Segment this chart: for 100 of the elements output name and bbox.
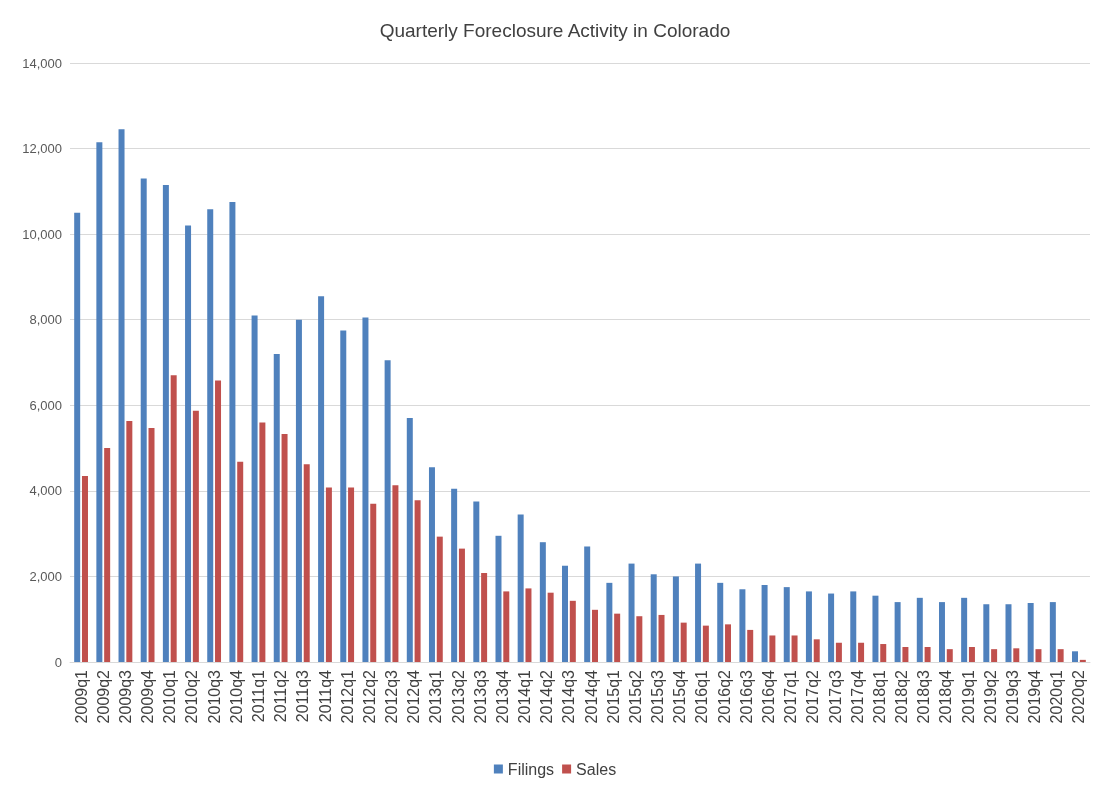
bar	[791, 635, 798, 662]
bar	[370, 503, 377, 662]
bar	[207, 209, 214, 662]
bar	[303, 464, 310, 662]
x-tick-label: 2010q4	[227, 669, 245, 724]
x-tick-label: 2009q4	[139, 669, 157, 724]
y-tick-label: 8,000	[29, 312, 62, 328]
bar	[747, 629, 754, 662]
bar	[983, 604, 990, 662]
bar	[525, 588, 532, 662]
bar	[828, 593, 835, 662]
bar	[805, 591, 812, 662]
bar	[636, 616, 643, 662]
x-tick-label: 2018q2	[893, 669, 911, 724]
bar	[237, 461, 244, 662]
bar	[539, 542, 546, 662]
bar	[614, 613, 621, 662]
bar	[769, 635, 776, 662]
x-tick-label: 2011q1	[249, 669, 267, 723]
bar	[916, 597, 923, 662]
bar	[406, 418, 413, 662]
bar	[628, 563, 635, 662]
bar	[1057, 649, 1064, 662]
bar	[658, 614, 665, 662]
bar	[547, 592, 554, 662]
x-tick-label: 2013q4	[493, 669, 511, 724]
x-tick-label: 2012q3	[383, 669, 401, 724]
bar	[96, 142, 103, 662]
x-tick-label: 2014q3	[560, 669, 578, 724]
bar	[362, 317, 369, 662]
x-tick-label: 2012q2	[360, 669, 378, 724]
bar	[118, 129, 125, 662]
x-tick-label: 2016q2	[715, 669, 733, 724]
bar	[924, 647, 931, 662]
x-tick-label: 2015q1	[604, 669, 622, 724]
x-tick-label: 2011q3	[294, 669, 312, 723]
x-tick-label: 2009q1	[72, 669, 90, 724]
bar	[451, 488, 458, 662]
x-tick-label: 2017q2	[804, 669, 822, 724]
bar	[858, 642, 865, 662]
x-tick-label: 2016q3	[737, 669, 755, 724]
x-tick-label: 2017q3	[826, 669, 844, 724]
x-tick-label: 2019q1	[959, 669, 977, 724]
chart-title: Quarterly Foreclosure Activity in Colorado	[379, 20, 731, 41]
bar	[946, 649, 953, 662]
bar	[894, 602, 901, 662]
x-tick-label: 2017q1	[782, 669, 800, 724]
bar	[702, 625, 709, 662]
bar	[1035, 649, 1042, 662]
bar	[185, 225, 192, 662]
bar	[81, 475, 88, 662]
bar	[517, 514, 524, 662]
y-tick-label: 6,000	[29, 397, 62, 413]
bar	[1027, 602, 1034, 662]
bar	[140, 178, 147, 662]
bar	[481, 573, 488, 662]
bar	[761, 584, 768, 662]
bar	[1013, 648, 1020, 662]
bar	[229, 202, 236, 662]
bar	[902, 647, 909, 662]
x-tick-label: 2012q4	[405, 669, 423, 724]
x-tick-label: 2013q1	[427, 669, 445, 724]
bar	[428, 467, 435, 662]
bar	[503, 591, 510, 662]
legend-label: Filings	[507, 760, 555, 778]
bar	[348, 487, 355, 662]
bar	[215, 380, 222, 662]
x-tick-label: 2017q4	[848, 669, 866, 724]
bar	[680, 622, 687, 662]
bar	[414, 500, 421, 662]
bar	[938, 602, 945, 662]
x-tick-label: 2014q2	[538, 669, 556, 724]
bar	[562, 565, 569, 662]
x-tick-label: 2009q3	[116, 669, 134, 724]
bar	[717, 582, 724, 662]
bar	[650, 574, 657, 662]
x-tick-label: 2013q2	[449, 669, 467, 724]
y-tick-label: 2,000	[29, 568, 62, 584]
x-tick-label: 2010q3	[205, 669, 223, 724]
bar	[606, 582, 613, 662]
bar	[813, 639, 820, 662]
bar	[192, 410, 199, 662]
x-tick-label: 2011q2	[272, 669, 290, 723]
x-tick-label: 2010q2	[183, 669, 201, 724]
bar	[783, 587, 790, 662]
x-tick-label: 2019q4	[1026, 669, 1044, 724]
x-tick-label: 2018q1	[870, 669, 888, 724]
bar	[1049, 602, 1056, 662]
legend-label: Sales	[576, 760, 617, 778]
x-tick-label: 2018q3	[915, 669, 933, 724]
bar	[251, 315, 258, 662]
bar	[591, 609, 598, 662]
bar	[295, 319, 302, 662]
bar	[318, 296, 325, 662]
bar	[569, 600, 576, 662]
bar	[392, 485, 399, 662]
x-tick-label: 2014q4	[582, 669, 600, 724]
x-tick-label: 2020q2	[1070, 669, 1088, 724]
bar	[1079, 659, 1086, 662]
bar	[148, 427, 155, 662]
